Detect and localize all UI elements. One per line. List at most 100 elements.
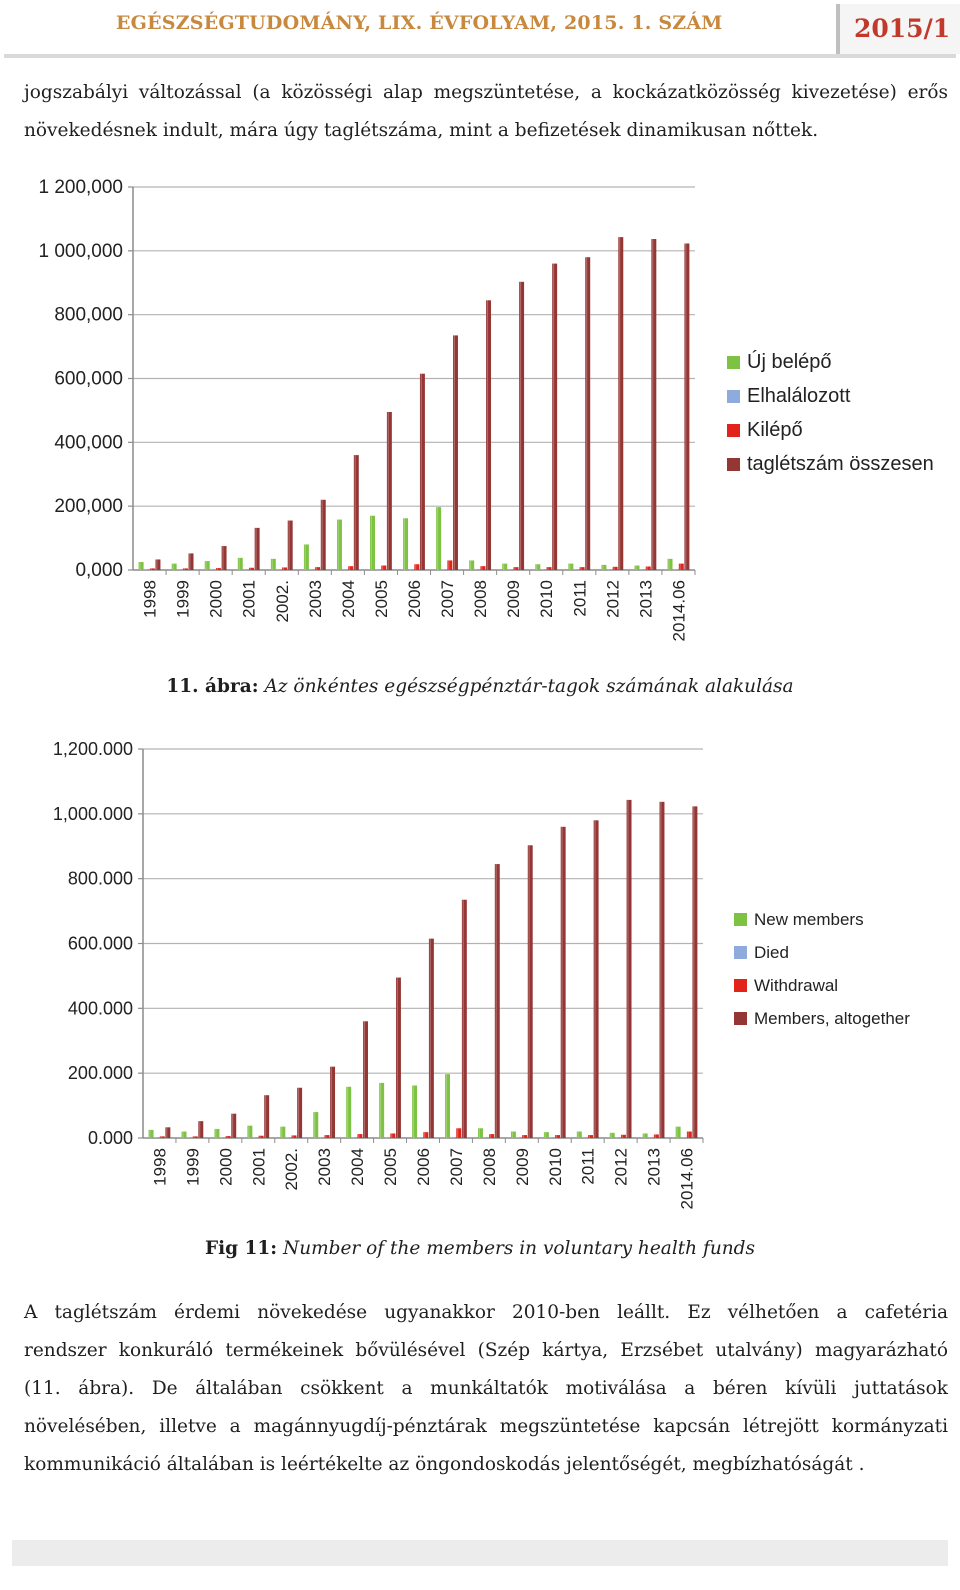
bar — [692, 806, 698, 1138]
bar-highlight — [619, 237, 621, 570]
bar-highlight — [412, 1085, 415, 1138]
bar — [214, 1128, 220, 1138]
y-tick-label: 1 200,000 — [38, 177, 123, 198]
bar — [648, 1137, 654, 1138]
bar — [408, 569, 414, 570]
bar — [177, 569, 183, 570]
x-tick-label: 2001 — [249, 1148, 268, 1186]
bar — [381, 565, 387, 570]
bar — [568, 563, 574, 570]
bar — [574, 569, 579, 570]
bar — [249, 567, 254, 570]
bar — [198, 1121, 204, 1138]
bar — [543, 1132, 549, 1138]
bar-highlight — [248, 1125, 250, 1138]
bar-highlight — [277, 569, 279, 570]
legend-swatch — [727, 458, 740, 471]
legend-label: Kilépő — [747, 419, 803, 441]
page-header: EGÉSZSÉGTUDOMÁNY, LIX. ÉVFOLYAM, 2015. 1… — [4, 4, 960, 58]
bar — [287, 520, 293, 570]
bar-highlight — [687, 1131, 689, 1138]
bar-highlight — [569, 563, 571, 570]
bar — [187, 1137, 193, 1138]
bar-highlight — [627, 799, 629, 1138]
bar — [315, 567, 321, 570]
bar-highlight — [481, 566, 483, 570]
x-tick-label: 2003 — [306, 580, 325, 618]
x-tick-label: 2004 — [339, 580, 358, 618]
bar-highlight — [363, 1021, 366, 1138]
bar — [165, 1127, 171, 1138]
bar-highlight — [193, 1136, 195, 1138]
bar — [336, 519, 342, 570]
figure-caption-hu: 11. ábra: Az önkéntes egészségpénztár-ta… — [0, 676, 960, 697]
x-tick-label: 2002. — [282, 1148, 301, 1191]
bar-highlight — [183, 568, 185, 570]
bar-highlight — [574, 569, 576, 570]
bar — [549, 1137, 555, 1138]
x-tick-label: 2005 — [372, 580, 391, 618]
bar-highlight — [391, 1133, 393, 1138]
y-tick-label: 400,000 — [54, 432, 123, 453]
bar-highlight — [583, 1137, 585, 1138]
bar — [634, 565, 640, 570]
bar-highlight — [370, 515, 373, 570]
legend-swatch — [727, 356, 740, 369]
x-tick-label: 2004 — [348, 1148, 367, 1186]
y-tick-label: 200.000 — [68, 1063, 133, 1083]
bar-highlight — [226, 1136, 228, 1138]
bar-highlight — [346, 1086, 349, 1138]
bar — [507, 569, 513, 570]
y-tick-label: 200,000 — [54, 496, 123, 517]
bar-highlight — [199, 1121, 201, 1138]
bar-highlight — [387, 412, 389, 570]
bar — [254, 527, 260, 570]
bar — [348, 566, 354, 570]
bar-highlight — [160, 1136, 162, 1138]
x-tick-label: 2011 — [579, 1148, 598, 1185]
bar — [154, 1137, 160, 1138]
bar — [346, 1086, 352, 1138]
bar — [478, 1128, 483, 1138]
legend-swatch — [727, 424, 740, 437]
bar — [686, 1131, 692, 1138]
x-tick-label: 2009 — [504, 580, 523, 618]
bar-highlight — [522, 1135, 525, 1138]
bar-highlight — [282, 567, 285, 570]
bar — [419, 373, 425, 570]
bar-highlight — [453, 335, 455, 570]
x-tick-label: 2003 — [315, 1148, 334, 1186]
bar — [579, 567, 585, 570]
bar — [384, 1137, 390, 1138]
bar — [673, 569, 679, 570]
x-tick-label: 2013 — [636, 580, 655, 618]
bar — [144, 569, 150, 570]
bar-highlight — [541, 569, 543, 570]
top-paragraph: jogszabályi változással (a közösségi ala… — [24, 74, 948, 150]
bar-highlight — [358, 1134, 360, 1138]
x-tick-label: 1999 — [183, 1148, 202, 1186]
bar-highlight — [429, 938, 431, 1138]
bar-highlight — [253, 1137, 255, 1138]
bar-highlight — [222, 546, 224, 570]
bar-highlight — [503, 563, 505, 570]
bar-highlight — [577, 1131, 579, 1138]
bar — [540, 569, 546, 570]
bar — [324, 1135, 330, 1138]
bar — [516, 1137, 522, 1138]
bar-highlight — [337, 519, 339, 570]
bar-highlight — [189, 553, 191, 570]
bar — [375, 569, 381, 570]
bar-highlight — [286, 1137, 288, 1138]
x-tick-label: 2005 — [381, 1148, 400, 1186]
bar-highlight — [462, 899, 464, 1138]
bar — [453, 335, 458, 570]
x-tick-label: 2008 — [480, 1148, 499, 1186]
bar-highlight — [232, 1113, 234, 1138]
x-tick-label: 2013 — [645, 1148, 664, 1186]
bar-highlight — [643, 1133, 645, 1138]
bar — [182, 568, 188, 570]
bar-highlight — [292, 1135, 294, 1138]
x-tick-label: 2001 — [240, 580, 259, 618]
bar — [351, 1137, 357, 1138]
